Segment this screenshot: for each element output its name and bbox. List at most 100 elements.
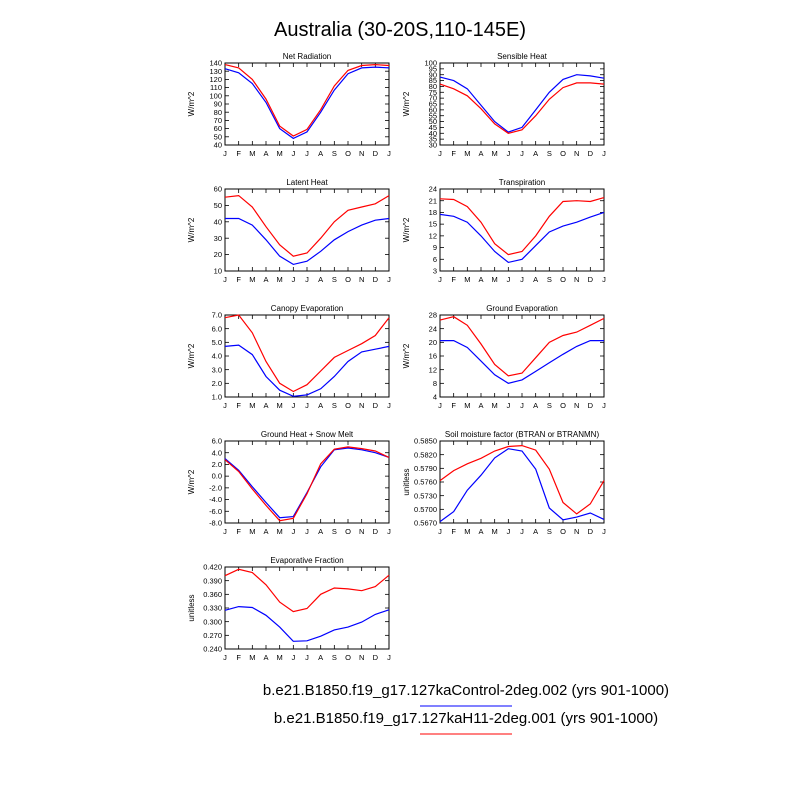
y-tick-label: 2.0: [212, 379, 222, 388]
y-tick-label: 65: [429, 100, 437, 109]
panel-5: Canopy Evaporation 1.0 2.0 3.0 4.0 5.0 6.0 7.0 J…: [187, 304, 391, 410]
x-tick-label: F: [236, 275, 241, 284]
x-tick-label: A: [263, 275, 268, 284]
y-tick-label: 40: [214, 141, 222, 150]
control-series-line: [439, 211, 605, 264]
x-tick-label: F: [451, 527, 456, 536]
y-tick-label: 2.0: [212, 460, 222, 469]
x-tick-label: S: [547, 401, 552, 410]
x-tick-label: J: [305, 275, 309, 284]
plot-frame: [439, 314, 605, 398]
y-tick-label: 12: [429, 231, 437, 240]
control-series-line: [224, 66, 390, 140]
panel-title: Sensible Heat: [497, 52, 548, 61]
x-tick-label: N: [574, 527, 579, 536]
panel-title: Ground Heat + Snow Melt: [261, 430, 354, 439]
y-tick-label: -6.0: [209, 507, 222, 516]
x-tick-label: J: [223, 527, 227, 536]
x-tick-label: A: [478, 275, 483, 284]
x-tick-label: A: [478, 527, 483, 536]
x-tick-label: J: [506, 149, 510, 158]
y-tick-label: 120: [209, 75, 222, 84]
y-axis-label: W/m^2: [187, 469, 196, 494]
experiment-series-line: [224, 568, 390, 613]
y-tick-label: 100: [424, 59, 437, 68]
x-tick-label: M: [277, 149, 283, 158]
y-tick-label: 40: [429, 129, 437, 138]
panel-1: Net Radiation 405060708090100110120130140…: [187, 52, 391, 158]
x-tick-label: J: [438, 149, 442, 158]
y-tick-label: 15: [429, 220, 437, 229]
panel-8: Soil moisture factor (BTRAN or BTRANMN) 0…: [402, 430, 606, 536]
x-tick-label: J: [223, 275, 227, 284]
x-tick-label: M: [249, 149, 255, 158]
x-tick-label: A: [318, 527, 323, 536]
x-tick-label: O: [345, 653, 351, 662]
panel-7: Ground Heat + Snow Melt -8.0 -6.0 -4.0 -2.0 0…: [187, 430, 391, 536]
y-tick-label: 1.0: [212, 393, 222, 402]
x-tick-label: J: [520, 149, 524, 158]
y-tick-label: 95: [429, 64, 437, 73]
experiment-series-line: [439, 82, 605, 134]
y-tick-label: 6.0: [212, 437, 222, 446]
x-tick-label: D: [588, 401, 594, 410]
plot-frame: [224, 188, 390, 272]
y-tick-label: 70: [214, 116, 222, 125]
x-tick-label: J: [291, 401, 295, 410]
y-axis-label: W/m^2: [402, 217, 411, 242]
x-tick-label: J: [305, 149, 309, 158]
x-tick-label: M: [464, 149, 470, 158]
y-tick-label: 21: [429, 196, 437, 205]
x-tick-label: M: [277, 275, 283, 284]
x-tick-label: M: [464, 527, 470, 536]
y-tick-label: 30: [429, 141, 437, 150]
y-tick-label: 0.5670: [414, 519, 437, 528]
y-tick-label: 4: [433, 393, 437, 402]
x-tick-label: J: [602, 527, 606, 536]
x-tick-label: O: [560, 275, 566, 284]
x-tick-label: D: [373, 401, 379, 410]
legend-label: b.e21.B1850.f19_g17.127kaControl-2deg.00…: [263, 682, 669, 699]
x-tick-label: O: [345, 149, 351, 158]
x-tick-label: D: [373, 275, 379, 284]
panel-title: Latent Heat: [286, 178, 328, 187]
x-tick-label: S: [332, 401, 337, 410]
y-tick-label: 0.420: [203, 563, 222, 572]
x-tick-label: A: [263, 527, 268, 536]
x-tick-label: A: [318, 149, 323, 158]
x-tick-label: F: [451, 401, 456, 410]
y-tick-label: 140: [209, 59, 222, 68]
y-tick-label: 130: [209, 67, 222, 76]
panel-grid: Net Radiation405060708090100110120130140…: [187, 52, 606, 662]
x-tick-label: F: [236, 527, 241, 536]
y-tick-label: 0.240: [203, 645, 222, 654]
y-tick-label: -8.0: [209, 519, 222, 528]
panel-title: Transpiration: [499, 178, 545, 187]
y-axis-label: W/m^2: [402, 91, 411, 116]
x-tick-label: M: [277, 401, 283, 410]
x-tick-label: S: [332, 527, 337, 536]
experiment-series-line: [224, 446, 390, 522]
control-series-line: [439, 448, 605, 523]
x-tick-label: J: [602, 149, 606, 158]
experiment-series-line: [439, 197, 605, 256]
y-tick-label: 6.0: [212, 324, 222, 333]
control-series-line: [225, 217, 390, 266]
y-axis-label: W/m^2: [187, 91, 196, 116]
y-tick-label: 60: [429, 105, 437, 114]
y-tick-label: 0.5790: [414, 464, 437, 473]
y-tick-label: 16: [429, 352, 437, 361]
x-tick-label: N: [359, 275, 364, 284]
x-tick-label: M: [277, 653, 283, 662]
plot-frame: [224, 440, 390, 524]
x-tick-label: J: [506, 527, 510, 536]
x-tick-label: J: [305, 401, 309, 410]
y-tick-label: 0.5850: [414, 437, 437, 446]
panel-title: Net Radiation: [283, 52, 331, 61]
y-tick-label: 7.0: [212, 311, 222, 320]
x-tick-label: N: [359, 653, 364, 662]
x-tick-label: J: [291, 527, 295, 536]
x-tick-label: M: [492, 527, 498, 536]
